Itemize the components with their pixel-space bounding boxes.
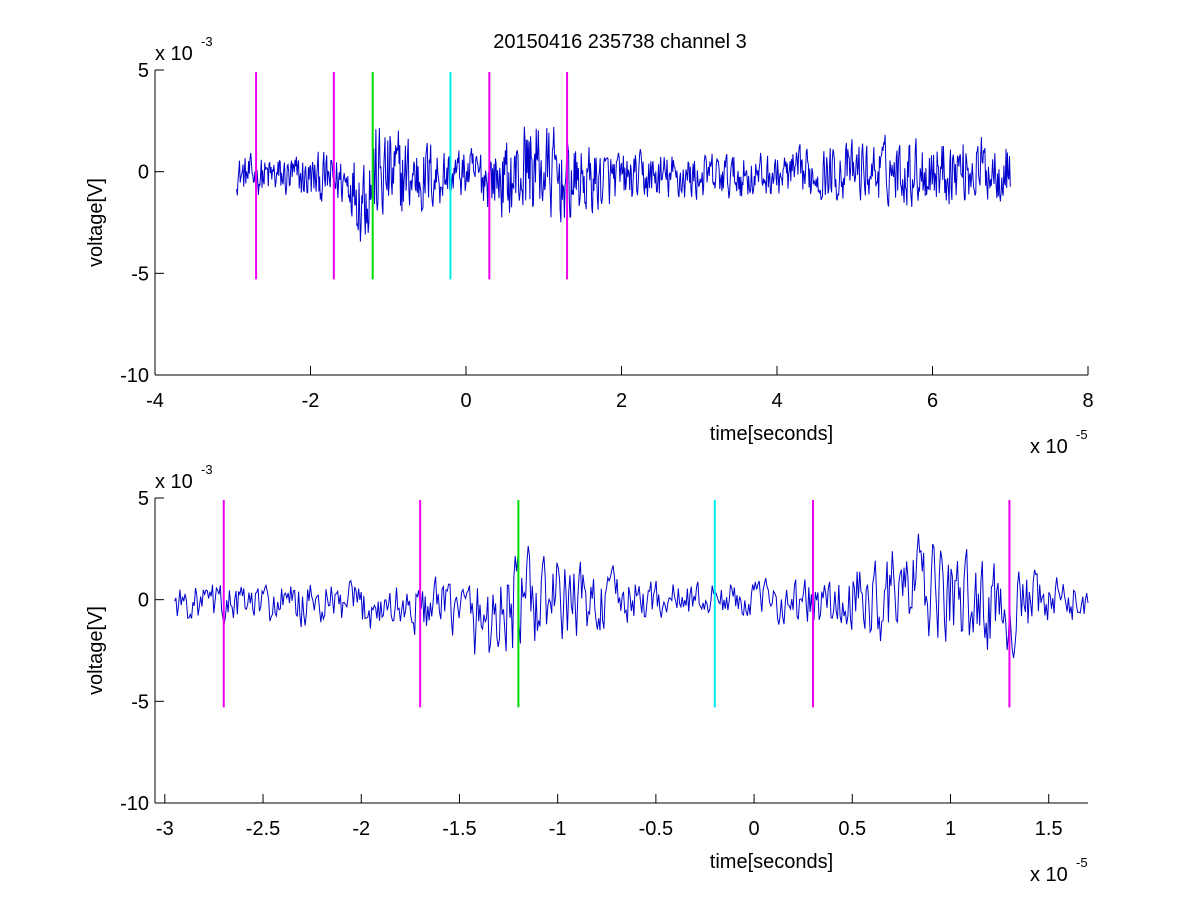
- x-tick-label: -1: [549, 818, 567, 840]
- x-tick-label: -2: [352, 818, 370, 840]
- y-tick-label: 0: [138, 590, 149, 612]
- x-tick-label: 1: [945, 818, 956, 840]
- x-exponent-label: -5: [1076, 427, 1088, 442]
- x-tick-label: 6: [927, 390, 938, 412]
- y-multiplier-label: x 10: [155, 471, 193, 493]
- y-tick-label: 0: [138, 162, 149, 184]
- y-exponent-label: -3: [201, 34, 213, 49]
- x-tick-label: -3: [156, 818, 174, 840]
- y-axis-label: voltage[V]: [85, 606, 107, 695]
- x-exponent-label: -5: [1076, 855, 1088, 870]
- bottom-plot: -3 -2.5 -2 -1.5 -1 -0.5 0 0.5 1 1.5 -10 -5 0 5 time[se…: [85, 462, 1089, 886]
- x-tick-label: 2: [616, 390, 627, 412]
- y-tick-label: -10: [120, 365, 149, 387]
- signal-series-line: [174, 533, 1089, 659]
- top-plot: -4 -2 0 2 4 6 8 -10 -5 0 5 time[seconds] voltage[V] x…: [85, 34, 1094, 458]
- y-tick-label: 5: [138, 60, 149, 82]
- x-axis-label: time[seconds]: [710, 423, 833, 445]
- x-tick-label: 0: [460, 390, 471, 412]
- chart-title: 20150416 235738 channel 3: [493, 31, 747, 53]
- y-tick-label: -5: [131, 691, 149, 713]
- y-multiplier-label: x 10: [155, 43, 193, 65]
- x-axis-label: time[seconds]: [710, 851, 833, 873]
- x-multiplier-label: x 10: [1030, 864, 1068, 886]
- x-tick-label: -2: [302, 390, 320, 412]
- x-tick-label: -1.5: [442, 818, 476, 840]
- x-tick-label: -0.5: [639, 818, 673, 840]
- x-tick-label: 4: [771, 390, 782, 412]
- x-tick-label: 0.5: [838, 818, 866, 840]
- x-tick-label: -4: [146, 390, 164, 412]
- x-tick-label: 8: [1082, 390, 1093, 412]
- y-tick-label: -5: [131, 263, 149, 285]
- x-tick-label: -2.5: [246, 818, 280, 840]
- x-tick-label: 0: [749, 818, 760, 840]
- x-tick-label: 1.5: [1035, 818, 1063, 840]
- signal-series-line: [236, 126, 1011, 242]
- y-axis-label: voltage[V]: [85, 178, 107, 267]
- y-exponent-label: -3: [201, 462, 213, 477]
- y-tick-label: 5: [138, 488, 149, 510]
- x-multiplier-label: x 10: [1030, 436, 1068, 458]
- y-tick-label: -10: [120, 793, 149, 815]
